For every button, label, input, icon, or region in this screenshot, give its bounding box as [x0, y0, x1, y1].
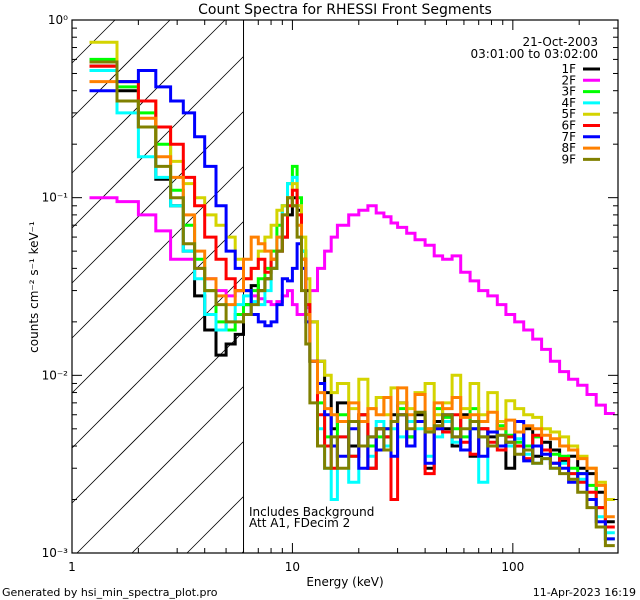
hatch-line [186, 496, 244, 554]
series-5F [89, 40, 615, 501]
footer-timestamp: 11-Apr-2023 16:19 [533, 586, 636, 599]
legend-label-4F: 4F [561, 96, 576, 110]
hatch-line [71, 19, 171, 119]
y-tick-label: 10⁻² [42, 368, 69, 382]
hatch-line [71, 276, 244, 449]
y-tick-label: 10⁻³ [42, 546, 69, 560]
legend-label-9F: 9F [561, 152, 576, 166]
hatch-line [76, 386, 244, 554]
series-8F [89, 80, 615, 519]
hatch-line [71, 221, 244, 394]
x-tick-label: 1 [68, 560, 76, 574]
legend-label-3F: 3F [561, 85, 576, 99]
x-tick-label: 10 [285, 560, 300, 574]
hatch-line [131, 441, 244, 554]
hatch-line [71, 331, 244, 504]
hatch-line [71, 111, 244, 284]
legend-label-7F: 7F [561, 130, 576, 144]
series-7F [89, 69, 615, 541]
legend-label-2F: 2F [561, 73, 576, 87]
legend-label-5F: 5F [561, 107, 576, 121]
hatch-line [71, 19, 226, 174]
plot-frame [71, 19, 619, 554]
x-tick-label: 100 [501, 560, 524, 574]
series-9F [89, 60, 615, 548]
legend-label-1F: 1F [561, 62, 576, 76]
time-range-label: 03:01:00 to 03:02:00 [471, 47, 598, 61]
legend-label-6F: 6F [561, 119, 576, 133]
annotation-attenuator: Att A1, FDecim 2 [249, 516, 350, 530]
footer-generated-by: Generated by hsi_min_spectra_plot.pro [2, 586, 218, 599]
annotation-background: Includes Background [249, 505, 374, 519]
excluded-region-hatch [71, 19, 244, 554]
y-axis-label: counts cm⁻² s⁻¹ keV⁻¹ [27, 221, 41, 353]
y-tick-label: 10⁻¹ [42, 191, 69, 205]
y-tick-label: 10⁰ [48, 13, 68, 27]
legend-label-8F: 8F [561, 141, 576, 155]
series-1F [89, 64, 615, 524]
series-2F [89, 196, 615, 415]
date-label: 21-Oct-2003 [522, 35, 598, 49]
x-axis-label: Energy (keV) [306, 575, 383, 589]
hatch-line [71, 166, 244, 339]
chart-title: Count Spectra for RHESSI Front Segments [198, 2, 492, 18]
hatch-line [71, 56, 244, 229]
